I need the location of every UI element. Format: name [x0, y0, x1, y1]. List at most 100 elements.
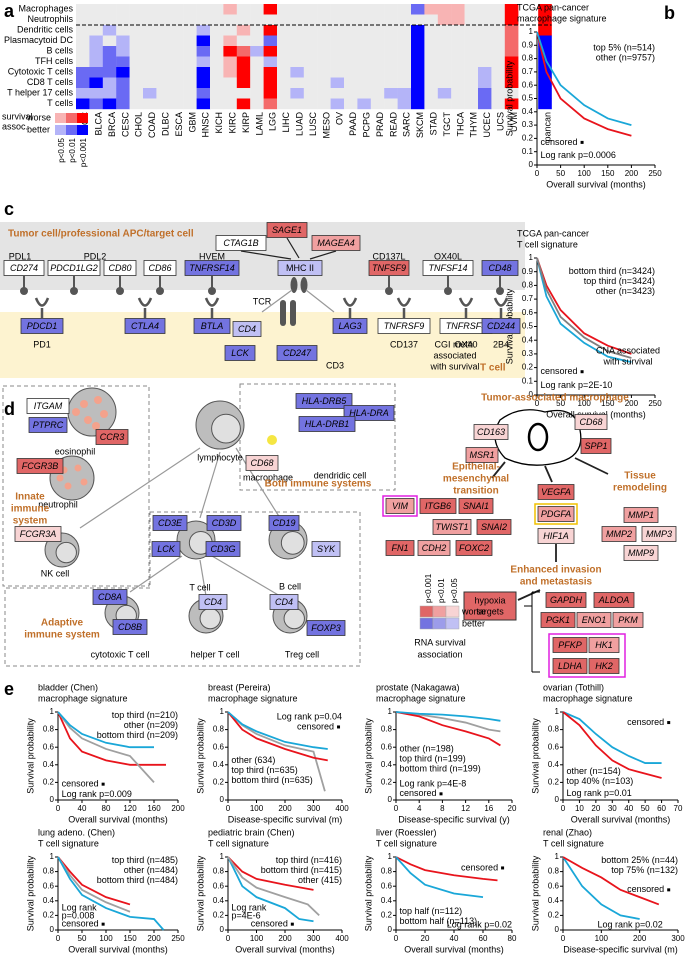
gene: MMP9 — [628, 548, 654, 558]
heat-cell — [344, 14, 358, 26]
heat-cell — [397, 14, 412, 26]
y-tick-label: 0.8 — [381, 867, 393, 876]
y-tick-label: 0 — [220, 795, 225, 804]
nucleus — [283, 607, 305, 630]
ligand-box — [311, 235, 361, 251]
gene-box — [245, 455, 279, 471]
heat-cell — [263, 35, 278, 47]
x-tick-label: 250 — [648, 399, 662, 408]
heat-cell — [370, 56, 385, 68]
hypoxia-box — [463, 591, 517, 621]
heat-cell — [196, 67, 211, 78]
heat-cell — [491, 98, 505, 110]
gene-box — [623, 545, 659, 561]
y-tick-label: 0.8 — [522, 54, 534, 63]
granule — [80, 400, 88, 408]
x-tick-label: 100 — [99, 934, 113, 943]
heat-cell — [196, 77, 211, 89]
gene: GAPDH — [550, 595, 583, 605]
panel-label: a — [4, 1, 15, 21]
km-curve — [227, 711, 328, 750]
gene: VIM — [392, 501, 409, 511]
heat-cell — [89, 67, 103, 78]
molecule-label: CD137 — [390, 339, 418, 349]
heat-cell — [156, 4, 170, 15]
tcr-chain — [280, 300, 286, 326]
heat-cell — [464, 98, 479, 110]
heat-cell — [491, 14, 505, 26]
y-tick-label: 0 — [388, 925, 393, 934]
heat-cell — [478, 25, 492, 36]
cell-label: neutrophil — [38, 499, 78, 509]
heat-cell — [236, 77, 251, 89]
heat-cell — [223, 67, 237, 78]
heat-cell — [538, 4, 552, 15]
group-label: Both immune systems — [265, 479, 372, 490]
legend-cell — [66, 125, 77, 135]
note: censored — [627, 884, 664, 894]
ligand: TNFSF9 — [372, 263, 406, 273]
legend-entry: top third (n=635) — [231, 765, 297, 775]
molecule-label: PDL1 — [9, 251, 32, 261]
gene: MMP3 — [646, 529, 672, 539]
gene: HLA-DRB5 — [302, 396, 348, 406]
heat-cell — [478, 4, 492, 15]
x-tick-label: 200 — [625, 399, 639, 408]
heat-cell — [290, 14, 304, 26]
row-label: Macrophages — [18, 4, 73, 14]
gene-box — [432, 519, 472, 535]
cna-legend: CNA associated — [596, 345, 660, 355]
heat-cell — [357, 46, 371, 57]
plot-title: bladder (Chen) — [38, 682, 98, 692]
gene: PFKP — [558, 640, 582, 650]
gene: CD68 — [250, 458, 273, 468]
censored-mark — [580, 370, 584, 374]
note: Log rank p=0.009 — [62, 789, 132, 799]
heat-cell — [424, 56, 438, 68]
plot-subtitle: macrophage signature — [517, 13, 607, 23]
gene-box — [545, 592, 587, 608]
column-label: DLBC — [160, 112, 170, 137]
gene: CCR3 — [100, 432, 125, 442]
heat-cell — [169, 98, 184, 110]
km-curve — [395, 856, 498, 882]
heat-cell — [370, 14, 385, 26]
gene-box — [112, 619, 148, 635]
heat-cell — [290, 25, 304, 36]
column-label: READ — [388, 112, 398, 138]
heat-cell — [303, 46, 318, 57]
heat-cell — [504, 4, 519, 15]
heat-cell — [424, 35, 438, 47]
censored-mark — [101, 782, 105, 786]
heat-cell — [169, 25, 184, 36]
heat-cell — [223, 35, 237, 47]
y-tick-label: 1 — [220, 707, 225, 716]
cgi-outline — [548, 633, 626, 678]
heat-cell — [344, 46, 358, 57]
gene: SPP1 — [584, 441, 607, 451]
heat-cell — [397, 98, 412, 110]
gene-box — [580, 438, 612, 454]
p-label: p<0.01 — [437, 578, 446, 603]
x-axis-label: Overall survival (months) — [68, 944, 168, 954]
gene-box — [385, 498, 415, 514]
heat-cell — [129, 14, 144, 26]
gene: ENO1 — [582, 615, 607, 625]
y-tick-label: 0.4 — [381, 896, 393, 905]
heat-cell — [277, 4, 291, 15]
heat-cell — [129, 77, 144, 89]
process-label: transition — [453, 486, 499, 497]
receptor-box — [224, 345, 256, 361]
x-tick-label: 100 — [250, 804, 264, 813]
heat-cell — [344, 56, 358, 68]
heat-cell — [397, 67, 412, 78]
gene-box — [601, 526, 637, 542]
heat-cell — [210, 4, 224, 15]
heat-cell — [76, 67, 90, 78]
heat-cell — [183, 46, 197, 57]
x-axis-label: Overall survival (months) — [571, 814, 671, 824]
cna-outline — [534, 503, 578, 525]
y-tick-label: 1 — [555, 707, 560, 716]
heat-cell — [169, 4, 184, 15]
y-tick-label: 0.8 — [381, 725, 393, 734]
